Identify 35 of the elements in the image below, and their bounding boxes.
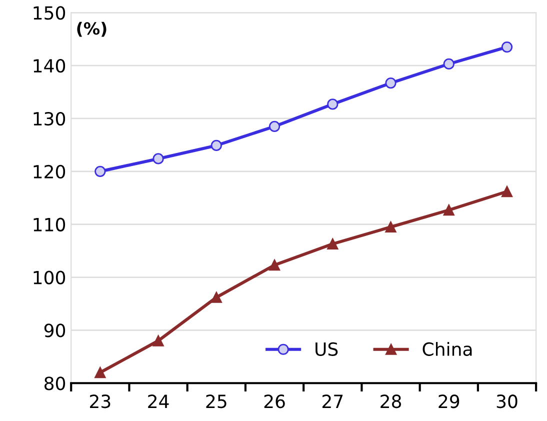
x-tick-label: 26 bbox=[264, 394, 285, 408]
x-tick-label: 29 bbox=[438, 394, 460, 408]
point bbox=[385, 77, 396, 89]
point bbox=[152, 335, 164, 346]
y-tick-label: 90 bbox=[44, 324, 66, 338]
point bbox=[385, 221, 396, 233]
y-tick-label: 100 bbox=[34, 270, 66, 284]
x-tick-label: 25 bbox=[206, 394, 226, 408]
x-tick-label: 23 bbox=[90, 394, 110, 408]
y-tick-label: 80 bbox=[44, 376, 66, 390]
y-tick-label: 120 bbox=[34, 164, 66, 179]
point bbox=[94, 166, 106, 177]
point bbox=[268, 260, 280, 271]
x-tick-label: 24 bbox=[148, 394, 169, 408]
legend-label: China bbox=[422, 342, 472, 356]
y-axis-title: (%) bbox=[77, 22, 106, 37]
point bbox=[501, 186, 513, 198]
x-tick-label: 27 bbox=[322, 394, 343, 408]
x-tick-label: 30 bbox=[496, 394, 518, 408]
y-tick-label: 150 bbox=[34, 6, 66, 20]
point bbox=[327, 98, 338, 110]
point bbox=[443, 58, 454, 70]
y-tick-label: 140 bbox=[34, 59, 66, 73]
point bbox=[268, 120, 280, 132]
point bbox=[327, 238, 338, 250]
point bbox=[210, 140, 222, 152]
x-tick-label: 28 bbox=[380, 394, 402, 408]
y-tick-label: 110 bbox=[34, 218, 66, 232]
point bbox=[210, 292, 222, 303]
y-tick-label: 130 bbox=[34, 112, 66, 126]
legend-label: US bbox=[316, 342, 338, 356]
point bbox=[443, 204, 454, 216]
point bbox=[94, 366, 106, 378]
point bbox=[152, 153, 164, 164]
point bbox=[501, 41, 513, 53]
